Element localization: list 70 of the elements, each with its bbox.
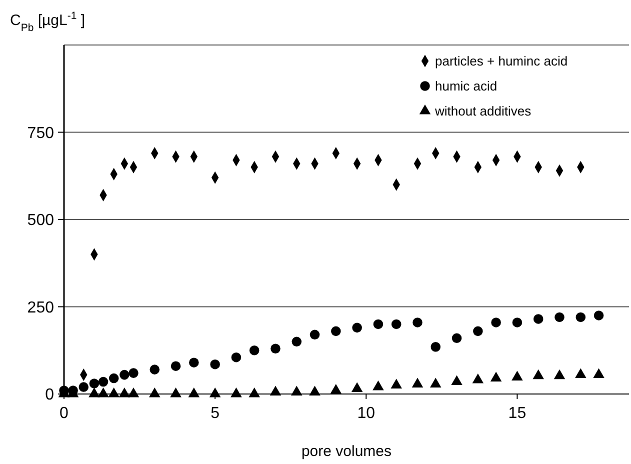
- point: [210, 359, 220, 370]
- point: [373, 319, 384, 330]
- point: [150, 364, 160, 374]
- point: [490, 372, 502, 382]
- point: [576, 312, 586, 322]
- point: [292, 336, 302, 347]
- point: [231, 352, 242, 362]
- legend-label: humic acid: [435, 78, 498, 94]
- point: [230, 387, 242, 398]
- point: [391, 319, 402, 330]
- point: [170, 387, 182, 398]
- point: [330, 384, 342, 394]
- point: [430, 342, 441, 352]
- point: [352, 322, 362, 333]
- point: [249, 346, 260, 356]
- point: [430, 378, 442, 388]
- point: [118, 387, 130, 398]
- point: [310, 330, 320, 340]
- point: [270, 386, 282, 396]
- point: [108, 387, 120, 398]
- point: [473, 326, 483, 336]
- point: [351, 382, 363, 392]
- point: [575, 368, 586, 378]
- point: [88, 387, 100, 398]
- point: [291, 386, 302, 396]
- point: [98, 376, 108, 387]
- point: [512, 318, 522, 328]
- point: [189, 358, 199, 368]
- x-tick-label: 5: [210, 405, 220, 422]
- y-tick-label: 500: [27, 212, 54, 230]
- point: [188, 387, 200, 398]
- x-tick-label: 0: [60, 405, 69, 422]
- y-tick-label: 750: [27, 124, 54, 142]
- point: [451, 375, 462, 386]
- point: [512, 370, 523, 380]
- point: [128, 368, 138, 378]
- point: [594, 310, 604, 320]
- point: [248, 387, 260, 398]
- point: [78, 382, 89, 392]
- point: [98, 387, 109, 398]
- point: [472, 374, 484, 384]
- point: [170, 361, 181, 371]
- y-tick-label: 250: [27, 299, 54, 316]
- legend-label: without additives: [434, 104, 532, 119]
- point: [491, 318, 501, 328]
- x-tick-label: 10: [357, 405, 376, 422]
- point: [149, 387, 160, 398]
- x-axis-title: pore volumes: [301, 443, 392, 460]
- point: [390, 378, 402, 389]
- point: [89, 378, 100, 388]
- point: [128, 387, 140, 398]
- point: [452, 333, 462, 344]
- point: [412, 318, 422, 328]
- point: [554, 369, 566, 380]
- y-axis-title: C$_{Pb}$ [µgL$^{-1}$]: [10, 10, 86, 34]
- point: [309, 386, 320, 396]
- point: [108, 373, 119, 384]
- point: [270, 344, 280, 354]
- legend-label: particles + huminc acid: [435, 54, 568, 69]
- point: [593, 368, 604, 378]
- point: [533, 314, 544, 324]
- x-tick-label: 15: [508, 405, 526, 422]
- y-tick-label: 0: [45, 386, 54, 404]
- point: [331, 326, 341, 336]
- point: [532, 369, 544, 380]
- point: [209, 387, 221, 398]
- point: [554, 312, 564, 322]
- point: [412, 378, 424, 388]
- point: [120, 370, 130, 380]
- point: [372, 380, 384, 390]
